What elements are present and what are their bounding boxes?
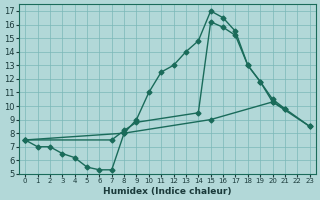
X-axis label: Humidex (Indice chaleur): Humidex (Indice chaleur) (103, 187, 232, 196)
